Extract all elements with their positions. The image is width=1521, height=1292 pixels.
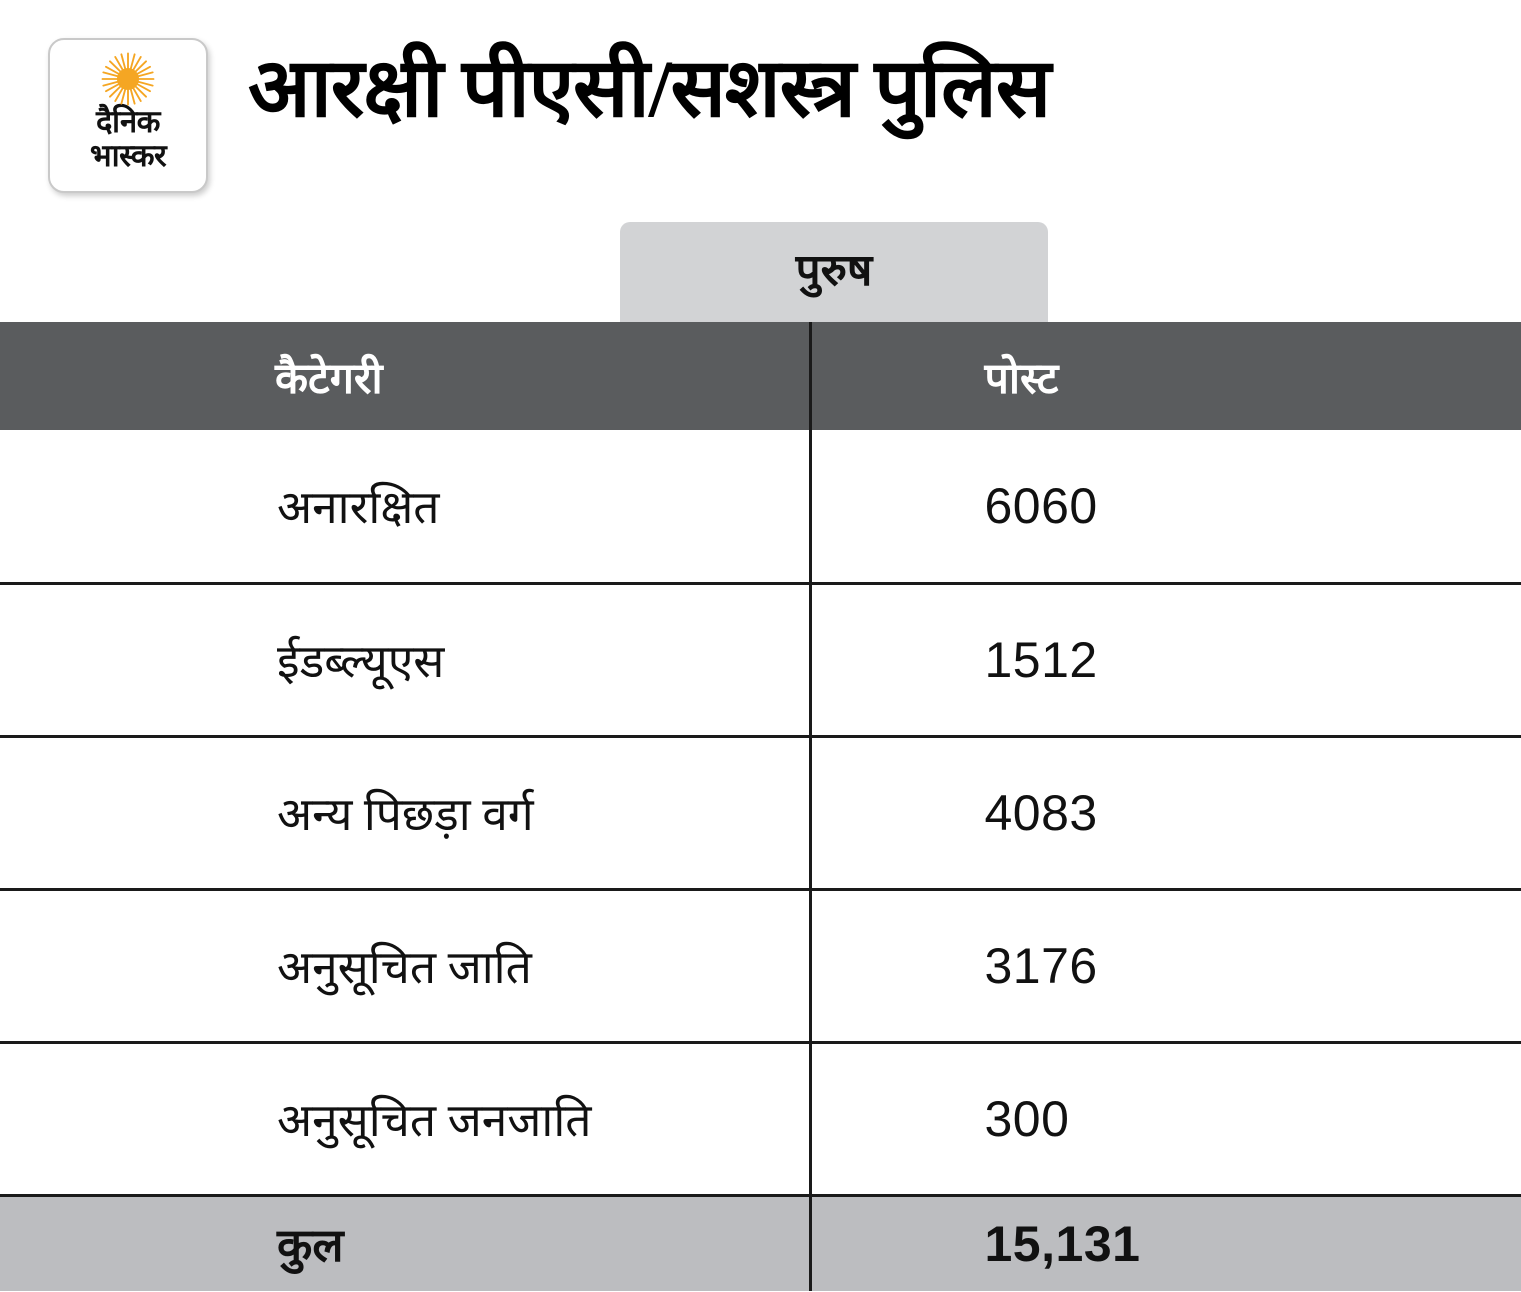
table-total-row: कुल 15,131 bbox=[0, 1195, 1521, 1291]
cell-total-label: कुल bbox=[0, 1195, 810, 1291]
cell-post: 300 bbox=[808, 1042, 1521, 1197]
column-header-category: कैटेगरी bbox=[0, 322, 810, 430]
cell-total-value: 15,131 bbox=[808, 1195, 1521, 1291]
cell-post: 4083 bbox=[808, 736, 1521, 891]
brand-logo-line-1: दैनिक bbox=[95, 104, 161, 139]
table-row: अनारक्षित 6060 bbox=[0, 430, 1521, 585]
brand-logo: दैनिक भास्कर bbox=[48, 38, 208, 193]
page-title: आरक्षी पीएसी/सशस्त्र पुलिस bbox=[248, 43, 1051, 134]
table-body: अनारक्षित 6060 ईडब्ल्यूएस 1512 अन्य पिछड… bbox=[0, 430, 1521, 1291]
table-header: कैटेगरी पोस्ट bbox=[0, 322, 1521, 430]
table-row: ईडब्ल्यूएस 1512 bbox=[0, 583, 1521, 738]
cell-post: 6060 bbox=[808, 430, 1521, 585]
cell-category: अनारक्षित bbox=[0, 430, 810, 585]
brand-logo-line-2: भास्कर bbox=[89, 138, 167, 173]
cell-category: अनुसूचित जनजाति bbox=[0, 1042, 810, 1197]
cell-category: अन्य पिछड़ा वर्ग bbox=[0, 736, 810, 891]
table-row: अन्य पिछड़ा वर्ग 4083 bbox=[0, 736, 1521, 891]
table-row: अनुसूचित जनजाति 300 bbox=[0, 1042, 1521, 1197]
gender-tab-male: पुरुष bbox=[620, 222, 1048, 323]
table-row: अनुसूचित जाति 3176 bbox=[0, 889, 1521, 1044]
cell-category: ईडब्ल्यूएस bbox=[0, 583, 810, 738]
column-header-post: पोस्ट bbox=[808, 322, 1521, 430]
header-band: दैनिक भास्कर आरक्षी पीएसी/सशस्त्र पुलिस bbox=[0, 0, 1521, 222]
cell-post: 1512 bbox=[808, 583, 1521, 738]
stats-table: कैटेगरी पोस्ट अनारक्षित 6060 ईडब्ल्यूएस … bbox=[0, 322, 1521, 1291]
table-header-row: कैटेगरी पोस्ट bbox=[0, 322, 1521, 430]
cell-post: 3176 bbox=[808, 889, 1521, 1044]
gender-tab-label: पुरुष bbox=[795, 245, 873, 295]
cell-category: अनुसूचित जाति bbox=[0, 889, 810, 1044]
sun-burst-icon bbox=[99, 50, 157, 108]
